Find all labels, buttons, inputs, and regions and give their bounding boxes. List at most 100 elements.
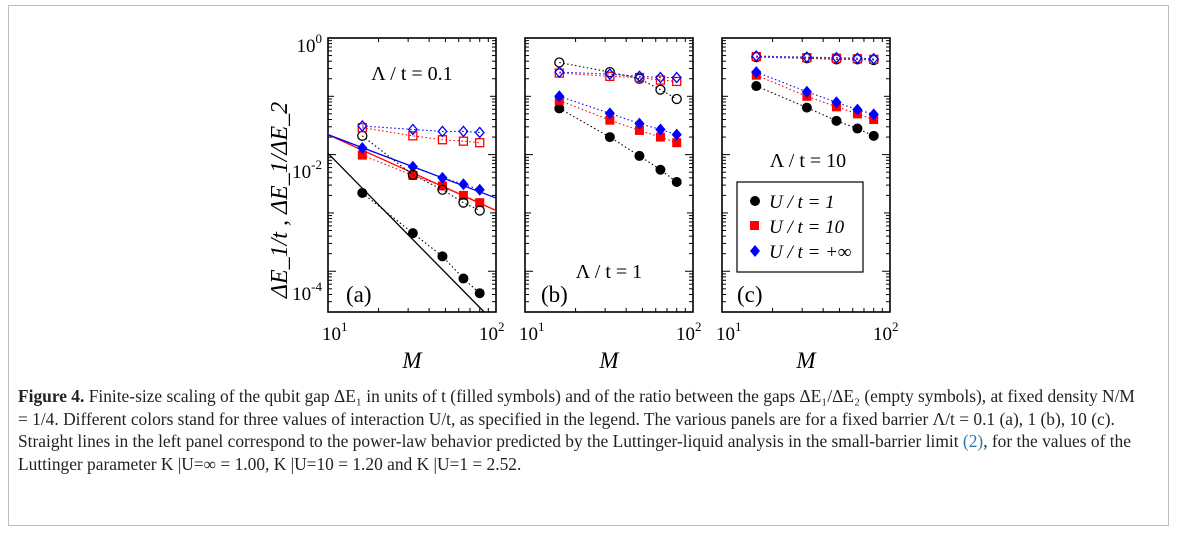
equation-ref-link[interactable]: (2) xyxy=(962,431,984,451)
data-point xyxy=(634,150,645,161)
data-point xyxy=(801,85,812,98)
data-point xyxy=(671,128,682,141)
data-point xyxy=(868,52,879,65)
data-point xyxy=(554,103,565,114)
data-point xyxy=(474,183,485,196)
data-point xyxy=(604,132,615,143)
data-point xyxy=(437,184,448,195)
svg-text:102: 102 xyxy=(676,319,702,345)
data-point xyxy=(671,71,682,84)
svg-text:101: 101 xyxy=(519,319,545,345)
data-point xyxy=(868,130,879,141)
data-point xyxy=(655,71,666,84)
data-point xyxy=(474,126,485,139)
panel-a-label: (a) xyxy=(346,282,372,307)
data-point xyxy=(357,141,368,154)
data-point xyxy=(852,123,863,134)
svg-text:101: 101 xyxy=(322,319,348,345)
panel-c-annotation: Λ / t = 10 xyxy=(770,150,846,172)
figure-caption: Figure 4. Finite-size scaling of the qub… xyxy=(18,385,1148,475)
x-tick-label: 102 xyxy=(479,319,505,345)
series-line xyxy=(559,72,677,82)
data-point xyxy=(634,125,644,135)
panel-a-annotation: Λ / t = 0.1 xyxy=(371,63,452,85)
data-point xyxy=(437,171,448,184)
data-point xyxy=(852,103,863,116)
data-point xyxy=(458,273,469,284)
figure-plots: ΔE_1/t , ΔE_1/ΔE_2 100 10-2 10-4 101 102… xyxy=(267,31,899,373)
fit-line xyxy=(328,152,485,312)
data-point xyxy=(655,132,665,142)
data-point xyxy=(474,205,485,216)
data-point xyxy=(475,138,485,148)
data-point xyxy=(831,115,842,126)
data-point xyxy=(655,75,666,85)
series-line xyxy=(756,85,874,137)
series-line xyxy=(756,55,874,60)
panel-c-frame xyxy=(721,37,891,313)
data-point xyxy=(437,125,448,138)
figure-label: Figure 4. xyxy=(18,386,85,406)
series-line xyxy=(362,127,480,144)
data-point xyxy=(554,66,565,79)
series-line xyxy=(362,125,480,133)
caption-text: Finite-size scaling of the qubit gap ΔE₁… xyxy=(18,386,1135,451)
x-tick-label: 102 xyxy=(676,319,702,345)
data-point xyxy=(634,70,645,83)
data-point xyxy=(407,228,418,239)
caption-text-end: , for the values of the Luttinger parame… xyxy=(18,431,1131,474)
data-point xyxy=(655,123,666,136)
data-series xyxy=(357,50,879,299)
legend-label: U / t = 1 xyxy=(769,192,835,213)
series-line xyxy=(362,154,480,204)
data-point xyxy=(357,187,368,198)
x-tick-label: 101 xyxy=(322,319,348,345)
data-point xyxy=(672,76,682,87)
data-point xyxy=(671,176,682,187)
legend-label: U / t = +∞ xyxy=(769,242,851,263)
data-point xyxy=(604,107,615,120)
y-tick-label: 100 xyxy=(297,31,323,57)
legend-marker-circle xyxy=(750,196,760,206)
panel-a-frame xyxy=(327,37,497,313)
data-point xyxy=(407,123,418,136)
legend-marker-diamond xyxy=(750,245,760,257)
svg-text:101: 101 xyxy=(716,319,742,345)
y-axis-label: ΔE_1/t , ΔE_1/ΔE_2 xyxy=(267,102,293,299)
data-point xyxy=(357,150,367,160)
series-line xyxy=(756,56,874,61)
data-point xyxy=(751,81,762,92)
data-point xyxy=(407,169,419,180)
x-axis-label: M xyxy=(795,348,817,373)
svg-text:10-2: 10-2 xyxy=(292,157,322,183)
x-tick-label: 102 xyxy=(873,319,899,345)
series-line xyxy=(559,71,677,79)
panel-c-label: (c) xyxy=(737,282,763,307)
svg-text:10-4: 10-4 xyxy=(292,279,322,305)
data-point xyxy=(604,68,615,81)
svg-text:102: 102 xyxy=(479,319,505,345)
data-point xyxy=(554,90,565,103)
legend: U / t = 1 U / t = 10 U / t = +∞ xyxy=(736,181,864,273)
series-line xyxy=(559,99,677,144)
legend-label: U / t = 10 xyxy=(769,217,845,238)
figure-frame xyxy=(8,5,1169,526)
series-line xyxy=(362,147,480,191)
legend-marker-square xyxy=(750,221,759,230)
x-tick-label: 101 xyxy=(519,319,545,345)
data-point xyxy=(458,125,469,138)
data-point xyxy=(407,160,418,173)
axis-ticks xyxy=(327,37,891,313)
data-point xyxy=(831,96,842,109)
data-point xyxy=(474,288,485,299)
data-point xyxy=(475,198,485,208)
series-line xyxy=(756,56,874,60)
data-point xyxy=(801,51,812,64)
y-tick-label: 10-4 xyxy=(292,279,322,305)
data-point xyxy=(458,197,469,208)
panel-b-label: (b) xyxy=(541,282,568,307)
data-point xyxy=(672,138,682,148)
panel-series xyxy=(751,50,879,141)
data-point xyxy=(831,51,842,64)
x-axis-label: M xyxy=(401,348,423,373)
